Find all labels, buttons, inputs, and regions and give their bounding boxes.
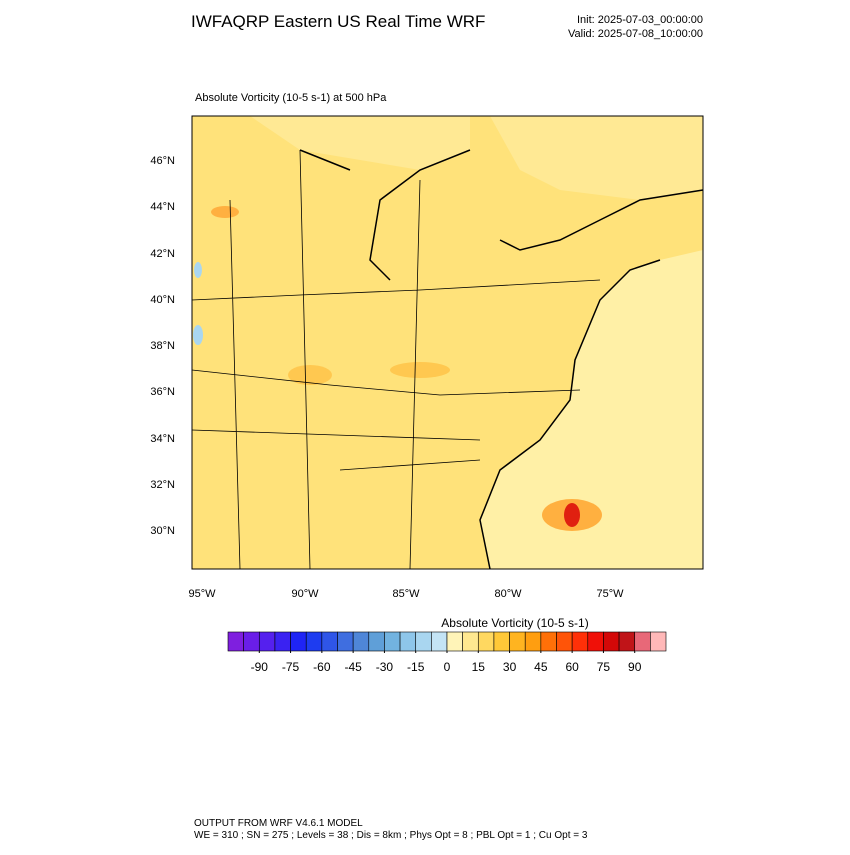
colorbar-tick-label: -15 [407, 660, 425, 674]
colorbar-tick-label: -90 [251, 660, 269, 674]
max-area [288, 365, 332, 385]
lon-label: 95°W [188, 588, 216, 600]
colorbar-box [556, 631, 573, 652]
lake-area [192, 116, 470, 170]
max-area [211, 206, 239, 218]
init-time: Init: 2025-07-03_00:00:00 [577, 14, 703, 26]
canada-area [490, 116, 703, 200]
colorbar-box [243, 631, 260, 652]
colorbar-box [415, 631, 432, 652]
colorbar-tick-label: -30 [376, 660, 394, 674]
colorbar-box [337, 631, 354, 652]
colorbar-tick-label: -60 [313, 660, 331, 674]
lon-label: 85°W [392, 588, 420, 600]
colorbar-box [462, 631, 479, 652]
colorbar-box [399, 631, 417, 652]
lon-label: 80°W [494, 588, 522, 600]
colorbar-box [227, 631, 244, 652]
lat-label: 42°N [150, 248, 175, 260]
lat-label: 30°N [150, 525, 175, 537]
colorbar-title: Absolute Vorticity (10-5 s-1) [441, 616, 588, 630]
state-border [191, 149, 601, 570]
colorbar-tick-label: 45 [534, 660, 548, 674]
lat-label: 46°N [150, 155, 175, 167]
colorbar-box [634, 631, 651, 652]
lat-label: 38°N [150, 340, 175, 352]
min-area [194, 262, 202, 278]
colorbar-tick-label: 75 [597, 660, 611, 674]
colorbar: -90 -75 -60 -45 -30 -15 0 15 30 45 60 75 90 [227, 631, 667, 674]
colorbar-box [368, 631, 385, 652]
colorbar-tick-label: 0 [444, 660, 451, 674]
coastline [299, 149, 704, 570]
colorbar-box [384, 631, 401, 652]
colorbar-tick-label: -45 [344, 660, 362, 674]
lat-label: 34°N [150, 433, 175, 445]
valid-time: Valid: 2025-07-08_10:00:00 [568, 28, 703, 40]
colorbar-tick-label: 60 [565, 660, 579, 674]
colorbar-box [493, 631, 510, 652]
lat-label: 32°N [150, 479, 175, 491]
colorbar-box [274, 631, 291, 652]
colorbar-box [477, 631, 495, 652]
footer-line: OUTPUT FROM WRF V4.6.1 MODEL [194, 818, 363, 829]
colorbar-box [305, 631, 323, 652]
colorbar-tick-label: 15 [472, 660, 486, 674]
vortex-core [564, 503, 580, 527]
lat-label: 36°N [150, 386, 175, 398]
colorbar-tick-label: 90 [628, 660, 642, 674]
colorbar-box [258, 631, 276, 652]
colorbar-box [290, 631, 307, 652]
title: IWFAQRP Eastern US Real Time WRF [191, 12, 485, 31]
colorbar-box [587, 631, 604, 652]
subtitle: Absolute Vorticity (10-5 s-1) at 500 hPa [195, 92, 387, 104]
colorbar-box [524, 631, 542, 652]
colorbar-box [603, 631, 620, 652]
lon-label: 90°W [291, 588, 319, 600]
colorbar-box [446, 631, 463, 652]
colorbar-box [509, 631, 526, 652]
colorbar-box [618, 631, 636, 652]
colorbar-tick-label: 30 [503, 660, 517, 674]
lat-label: 44°N [150, 201, 175, 213]
max-area [390, 362, 450, 378]
ocean [480, 250, 703, 569]
footer-line: WE = 310 ; SN = 275 ; Levels = 38 ; Dis … [194, 830, 588, 841]
map [191, 115, 704, 570]
lat-label: 40°N [150, 294, 175, 306]
colorbar-box [352, 631, 370, 652]
lon-label: 75°W [596, 588, 624, 600]
colorbar-tick-label: -75 [282, 660, 300, 674]
colorbar-box [650, 631, 667, 652]
min-area [193, 325, 203, 345]
map-frame [191, 115, 704, 570]
colorbar-box [571, 631, 589, 652]
colorbar-box [321, 631, 338, 652]
colorbar-box [540, 631, 557, 652]
colorbar-box [431, 631, 448, 652]
